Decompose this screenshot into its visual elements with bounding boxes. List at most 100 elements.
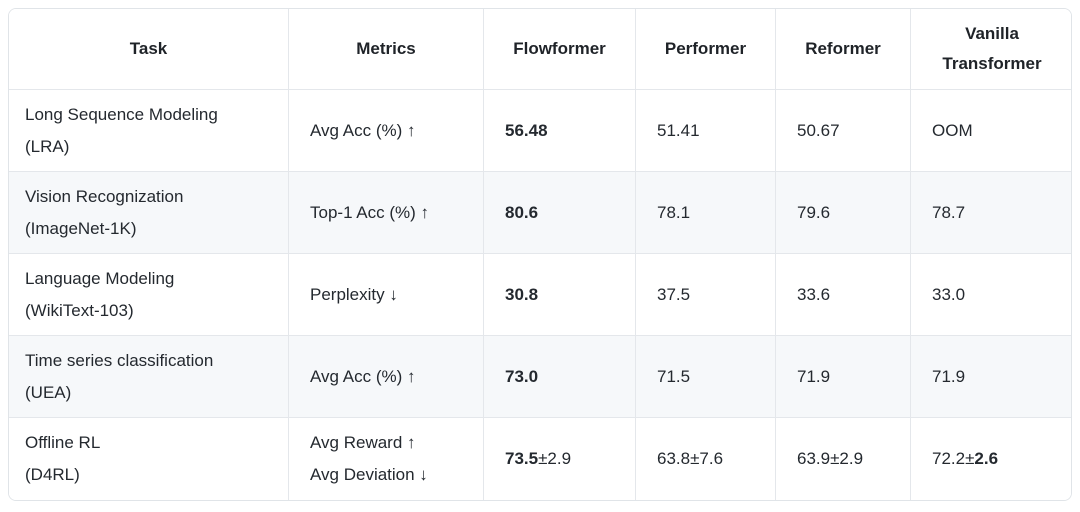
cell-line: 79.6 — [797, 197, 900, 229]
value-cell-reformer: 63.9±2.9 — [776, 418, 911, 500]
value-text: Perplexity ↓ — [310, 284, 398, 304]
best-value-text: 73.0 — [505, 366, 539, 386]
value-text: (UEA) — [25, 382, 72, 402]
value-text: Long Sequence Modeling — [25, 104, 218, 124]
cell-line: 33.6 — [797, 279, 900, 311]
task-cell: Offline RL (D4RL) — [9, 418, 289, 500]
value-cell-performer: 78.1 — [636, 172, 776, 254]
cell-line: Time series classification — [25, 345, 278, 377]
best-value-text: 2.6 — [974, 449, 999, 468]
cell-line: 72.2±2.6 — [932, 443, 1063, 475]
table-row: Offline RL (D4RL) Avg Reward ↑ Avg Deviatio… — [9, 418, 1071, 500]
cell-line: 63.8±7.6 — [657, 443, 765, 475]
value-cell-reformer: 50.67 — [776, 90, 911, 172]
value-text: 71.9 — [797, 366, 831, 386]
column-header-reformer: Reformer — [776, 9, 911, 90]
value-text: 79.6 — [797, 202, 831, 222]
value-text: Offline RL — [25, 433, 101, 452]
value-cell-reformer: 79.6 — [776, 172, 911, 254]
cell-line: Language Modeling — [25, 263, 278, 295]
value-text: Avg Acc (%) ↑ — [310, 366, 416, 386]
column-header-performer: Performer — [636, 9, 776, 90]
value-text: Vision Recognization — [25, 186, 184, 206]
cell-line: Perplexity ↓ — [310, 279, 473, 311]
benchmark-results-table: Task Metrics Flowformer Performer Reformer Va… — [9, 9, 1071, 500]
value-cell-reformer: 33.6 — [776, 254, 911, 336]
value-text: Language Modeling — [25, 268, 175, 288]
value-cell-vanilla-transformer: 33.0 — [911, 254, 1071, 336]
cell-line: (WikiText-103) — [25, 295, 278, 327]
cell-line: 78.7 — [932, 197, 1063, 229]
value-text: 72.2± — [932, 449, 975, 468]
value-cell-flowformer: 30.8 — [484, 254, 636, 336]
value-cell-vanilla-transformer: OOM — [911, 90, 1071, 172]
table-row: Vision Recognization (ImageNet-1K) Top-1 A… — [9, 172, 1071, 254]
value-text: Avg Acc (%) ↑ — [310, 120, 416, 140]
cell-line: (ImageNet-1K) — [25, 213, 278, 245]
metrics-cell: Avg Reward ↑ Avg Deviation ↓ — [289, 418, 484, 500]
cell-line: OOM — [932, 115, 1063, 147]
value-text: Avg Deviation ↓ — [310, 465, 428, 484]
cell-line: 73.0 — [505, 361, 625, 393]
cell-line: Avg Acc (%) ↑ — [310, 361, 473, 393]
value-text: (ImageNet-1K) — [25, 218, 137, 238]
results-table-card: Task Metrics Flowformer Performer Reformer Va… — [8, 8, 1072, 501]
value-cell-performer: 71.5 — [636, 336, 776, 418]
task-cell: Vision Recognization (ImageNet-1K) — [9, 172, 289, 254]
table-row: Long Sequence Modeling (LRA) Avg Acc (%) ↑… — [9, 90, 1071, 172]
task-cell: Long Sequence Modeling (LRA) — [9, 90, 289, 172]
value-text: ±2.9 — [538, 449, 572, 468]
cell-line: 50.67 — [797, 115, 900, 147]
value-cell-vanilla-transformer: 78.7 — [911, 172, 1071, 254]
cell-line: (LRA) — [25, 131, 278, 163]
cell-line: (UEA) — [25, 377, 278, 409]
metrics-cell: Avg Acc (%) ↑ — [289, 336, 484, 418]
value-cell-performer: 63.8±7.6 — [636, 418, 776, 500]
cell-line: 80.6 — [505, 197, 625, 229]
value-cell-vanilla-transformer: 72.2±2.6 — [911, 418, 1071, 500]
best-value-text: 30.8 — [505, 284, 539, 304]
cell-line: Offline RL — [25, 427, 278, 459]
cell-line: 71.9 — [932, 361, 1063, 393]
metrics-cell: Top-1 Acc (%) ↑ — [289, 172, 484, 254]
value-text: Top-1 Acc (%) ↑ — [310, 202, 430, 222]
best-value-text: 73.5 — [505, 449, 539, 468]
value-text: (D4RL) — [25, 465, 80, 484]
value-text: Time series classification — [25, 350, 214, 370]
value-text: (LRA) — [25, 136, 70, 156]
cell-line: (D4RL) — [25, 459, 278, 491]
value-text: 50.67 — [797, 120, 840, 140]
value-cell-performer: 37.5 — [636, 254, 776, 336]
value-text: OOM — [932, 120, 973, 140]
cell-line: 73.5±2.9 — [505, 443, 625, 475]
cell-line: 37.5 — [657, 279, 765, 311]
value-cell-flowformer: 80.6 — [484, 172, 636, 254]
value-cell-flowformer: 73.0 — [484, 336, 636, 418]
header-row: Task Metrics Flowformer Performer Reformer Va… — [9, 9, 1071, 90]
value-cell-flowformer: 56.48 — [484, 90, 636, 172]
value-text: 78.1 — [657, 202, 691, 222]
task-cell: Time series classification (UEA) — [9, 336, 289, 418]
cell-line: Avg Reward ↑ — [310, 427, 473, 459]
value-text: (WikiText-103) — [25, 300, 134, 320]
cell-line: Vision Recognization — [25, 181, 278, 213]
value-text: Avg Reward ↑ — [310, 433, 416, 452]
column-header-vanilla-transformer: Vanilla Transformer — [911, 9, 1071, 90]
table-row: Time series classification (UEA) Avg Acc (… — [9, 336, 1071, 418]
cell-line: 56.48 — [505, 115, 625, 147]
cell-line: 71.5 — [657, 361, 765, 393]
metrics-cell: Avg Acc (%) ↑ — [289, 90, 484, 172]
cell-line: 63.9±2.9 — [797, 443, 900, 475]
value-text: 37.5 — [657, 284, 691, 304]
value-text: 63.9±2.9 — [797, 449, 864, 468]
value-text: 78.7 — [932, 202, 966, 222]
cell-line: 30.8 — [505, 279, 625, 311]
value-text: 33.6 — [797, 284, 831, 304]
cell-line: 78.1 — [657, 197, 765, 229]
value-text: 33.0 — [932, 284, 966, 304]
table-row: Language Modeling (WikiText-103) Perplexit… — [9, 254, 1071, 336]
value-text: 71.9 — [932, 366, 966, 386]
value-text: 71.5 — [657, 366, 691, 386]
cell-line: Avg Deviation ↓ — [310, 459, 473, 491]
best-value-text: 80.6 — [505, 202, 539, 222]
